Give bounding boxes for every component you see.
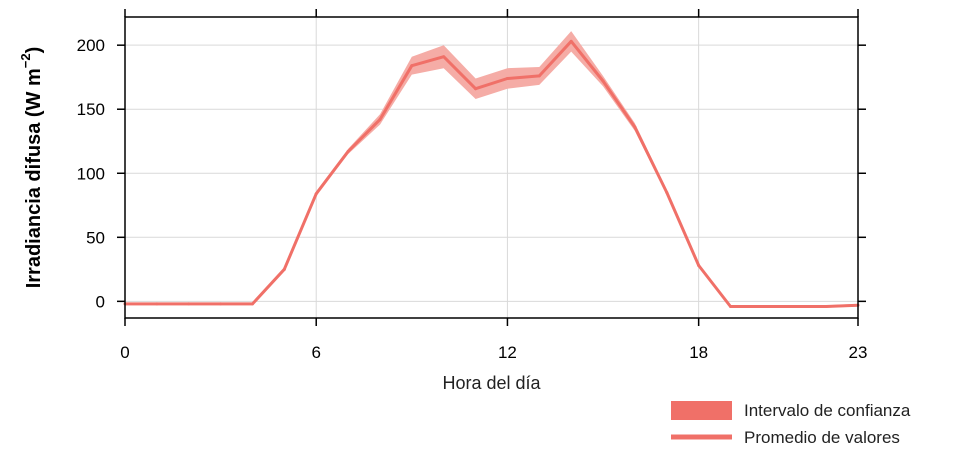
confidence-interval-band — [125, 31, 858, 308]
x-tick-label: 23 — [849, 343, 868, 362]
data-point — [410, 64, 414, 68]
data-point — [187, 302, 191, 306]
mean-line — [125, 39, 859, 308]
data-point — [346, 149, 350, 153]
y-tick-label: 200 — [77, 36, 105, 55]
data-point — [378, 117, 382, 121]
data-point — [633, 125, 637, 129]
y-axis-title-superscript: −2 — [18, 53, 33, 68]
y-axis-ticks: 0 50 100 150 200 — [77, 36, 866, 311]
data-point — [442, 55, 446, 59]
y-axis-title-main: Irradiancia difusa (W m — [23, 68, 45, 288]
x-tick-label: 6 — [311, 343, 320, 362]
y-axis-title-close: ) — [23, 47, 45, 54]
data-point — [569, 39, 573, 43]
y-axis-title: Irradiancia difusa (W m−2) — [18, 47, 45, 289]
y-tick-label: 150 — [77, 100, 105, 119]
legend-label-confidence: Intervalo de confianza — [744, 401, 911, 420]
data-point — [760, 304, 764, 308]
x-tick-label: 18 — [689, 343, 708, 362]
x-axis-ticks: 0 6 12 18 23 — [120, 9, 867, 362]
data-point — [729, 304, 733, 308]
data-point — [792, 304, 796, 308]
data-point — [314, 192, 318, 196]
grid-lines — [124, 17, 859, 318]
data-point — [665, 190, 669, 194]
x-axis-title: Hora del día — [442, 373, 541, 393]
legend-label-mean: Promedio de valores — [744, 428, 900, 447]
data-point — [474, 87, 478, 91]
legend-swatch-confidence — [671, 401, 732, 420]
y-tick-label: 50 — [86, 228, 105, 247]
data-point — [697, 263, 701, 267]
data-point — [250, 302, 254, 306]
x-tick-label: 0 — [120, 343, 129, 362]
data-point — [537, 74, 541, 78]
x-tick-label: 12 — [498, 343, 517, 362]
data-point — [601, 79, 605, 83]
legend: Intervalo de confianza Promedio de valor… — [671, 401, 911, 447]
data-point — [505, 76, 509, 80]
data-point — [219, 302, 223, 306]
plot-frame — [124, 16, 859, 319]
y-tick-label: 100 — [77, 164, 105, 183]
data-point — [824, 304, 828, 308]
y-tick-label: 0 — [96, 292, 105, 311]
data-point — [282, 267, 286, 271]
data-point — [155, 302, 159, 306]
